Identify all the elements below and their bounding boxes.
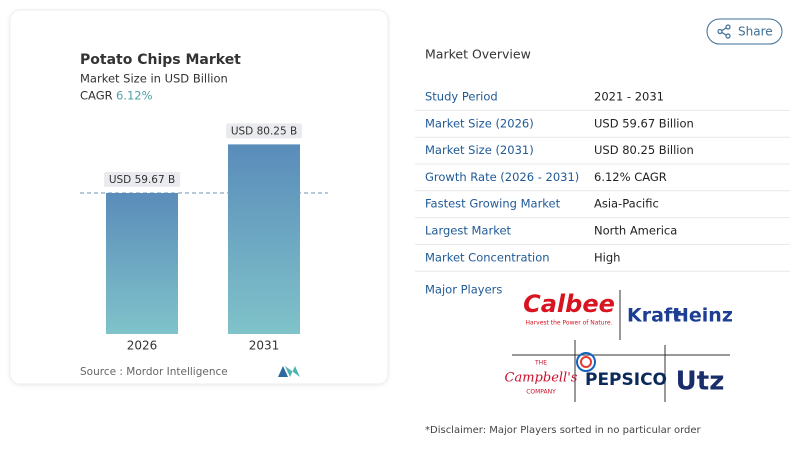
x-tick-label: 2031: [249, 339, 280, 353]
calbee-logo: Calbee: [523, 290, 615, 318]
campbells-logo: Campbell's: [505, 371, 578, 386]
value-label: USD 80.25 B: [231, 125, 297, 137]
kraft-logo: Kraft: [627, 305, 681, 327]
source: Source : Mordor Intelligence: [80, 366, 228, 378]
row-value: USD 59.67 Billion: [594, 116, 694, 130]
chart-subtitle: Market Size in USD Billion: [80, 72, 228, 86]
row-label: Fastest Growing Market: [425, 197, 561, 211]
row-label: Largest Market: [425, 224, 512, 238]
brand-icon: [278, 366, 300, 377]
share-icon: [717, 24, 731, 39]
overview-title: Market Overview: [425, 47, 531, 62]
x-tick-label: 2026: [127, 339, 158, 353]
row-label: Market Size (2031): [425, 143, 534, 157]
chart-title: Potato Chips Market: [80, 52, 241, 68]
value-label: USD 59.67 B: [109, 174, 175, 186]
disclaimer: *Disclaimer: Major Players sorted in no …: [425, 425, 702, 436]
row-value: High: [594, 250, 620, 264]
value-label-box: [226, 123, 302, 139]
share-label[interactable]: Share: [738, 25, 773, 39]
row-value: Asia-Pacific: [594, 197, 659, 211]
pepsico-logo: PEPSICO: [585, 370, 667, 390]
utz-logo: Utz: [676, 367, 725, 397]
row-label: Study Period: [425, 90, 498, 104]
share-button[interactable]: [706, 18, 783, 45]
bar: [228, 144, 300, 334]
row-label: Market Concentration: [425, 250, 550, 264]
players-title: Major Players: [425, 283, 502, 297]
row-value: North America: [594, 224, 677, 238]
calbee-tagline: Harvest the Power of Nature.: [525, 320, 612, 327]
row-value: 6.12% CAGR: [594, 170, 667, 184]
plot: USD 59.67 B 2026 USD 80.25 B 2031: [80, 123, 328, 353]
row-label: Market Size (2026): [425, 116, 534, 130]
pepsico-globe: [576, 352, 596, 372]
value-label-box: [104, 172, 180, 188]
bar: [106, 193, 178, 334]
campbells-top: THE: [534, 360, 547, 367]
heinz-logo: Heinz: [673, 305, 733, 327]
overview-table: Study Period 2021 - 2031 Market Size (2026…: [415, 90, 790, 272]
row-label: Growth Rate (2026 - 2031): [425, 170, 579, 184]
cagr-value: 6.12%: [116, 89, 153, 103]
player-logos: Calbee Harvest the Power of Nature. Kraf…: [505, 290, 733, 402]
campbells-bottom: COMPANY: [526, 389, 556, 396]
row-value: 2021 - 2031: [594, 90, 664, 104]
row-value: USD 80.25 Billion: [594, 143, 694, 157]
cagr-label: CAGR: [80, 89, 113, 103]
